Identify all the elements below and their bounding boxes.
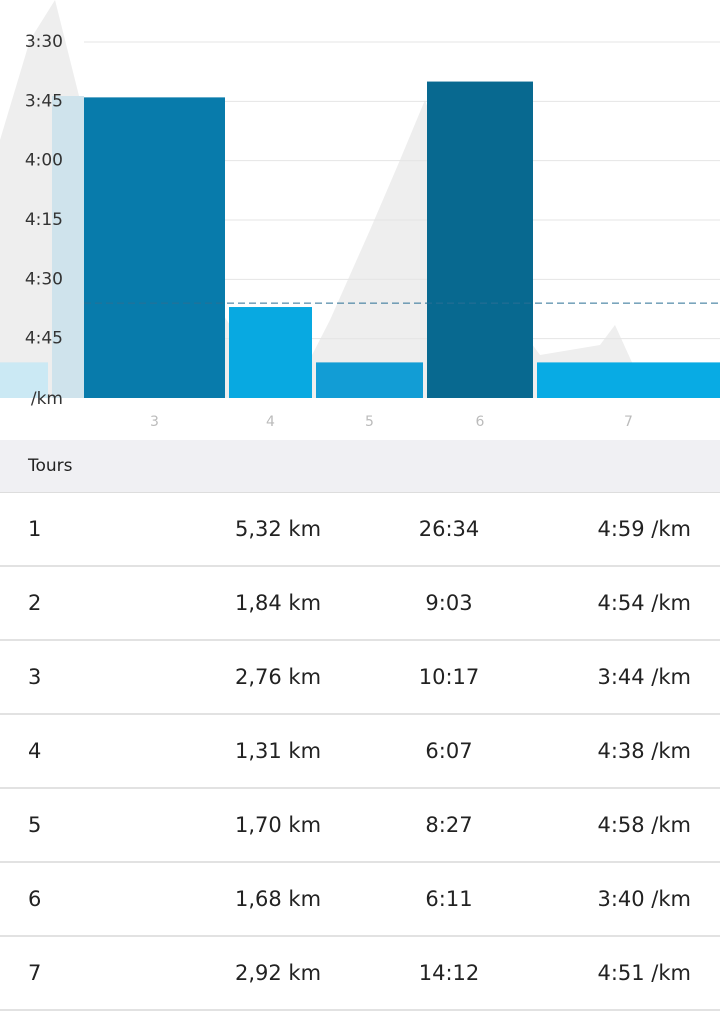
cell: 4 [28,739,42,763]
cell: 1,84 km [234,591,322,615]
y-tick-label: 3:45 [25,91,63,111]
bar [316,362,423,398]
x-tick-label: 4 [266,414,275,430]
y-tick-label: 4:00 [25,151,63,171]
lap-row: 7 2,92 km 14:12 4:51 /km [0,937,720,1011]
cell: 1,68 km [234,887,322,911]
x-tick-label: 5 [365,414,374,430]
cell: 9:03 [425,591,473,615]
cell: 14:12 [418,961,480,985]
cell: 10:17 [418,665,480,689]
cell: 8:27 [425,813,473,837]
cell: 1,31 km [234,739,322,763]
cell: 2,92 km [234,961,322,985]
chart: 3:30 3:45 4:00 4:15 4:30 4:45 /km 3 4 5 6 7 [0,0,720,430]
bar [229,307,312,398]
cell: 2,76 km [234,665,322,689]
y-tick-label: 4:15 [25,210,63,230]
bar [537,362,720,398]
cell: 6:11 [425,887,473,911]
laps-table: Tours 1 5,32 km 26:34 4:59 /km 2 1,84 km 9:03 4… [0,440,720,1011]
cell: 3:44 /km [597,665,691,689]
cell: 26:34 [418,517,480,541]
y-tick-label: 3:30 [25,32,63,52]
cell: 1,70 km [234,813,322,837]
cell: 2 [28,591,42,615]
x-tick-label: 3 [150,414,159,430]
lap-row: 1 5,32 km 26:34 4:59 /km [0,493,720,567]
bars [0,81,720,399]
table-header: Tours [0,440,720,493]
bar [0,362,48,398]
cell: 7 [28,961,42,985]
lap-row: 6 1,68 km 6:11 3:40 /km [0,863,720,937]
bar [84,97,225,398]
cell: 3:40 /km [597,887,691,911]
lap-row: 2 1,84 km 9:03 4:54 /km [0,567,720,641]
cell: 5,32 km [234,517,322,541]
cell: 5 [28,813,42,837]
bar [427,81,533,399]
cell: 4:59 /km [597,517,691,541]
cell: 4:58 /km [597,813,691,837]
lap-row: 3 2,76 km 10:17 3:44 /km [0,641,720,715]
cell: 1 [28,517,42,541]
cell: 4:54 /km [597,591,691,615]
y-tick-label: 4:30 [25,269,63,289]
cell: 4:38 /km [597,739,691,763]
y-tick-label: 4:45 [25,329,63,349]
lap-row: 5 1,70 km 8:27 4:58 /km [0,789,720,863]
y-unit: /km [31,389,63,409]
lap-row: 4 1,31 km 6:07 4:38 /km [0,715,720,789]
x-tick-label: 6 [476,414,485,430]
cell: 6 [28,887,42,911]
x-tick-label: 7 [624,414,633,430]
scroll-highlight [52,96,84,398]
cell: 4:51 /km [597,961,691,985]
cell: 3 [28,665,42,689]
cell: 6:07 [425,739,473,763]
table-rows: 1 5,32 km 26:34 4:59 /km 2 1,84 km 9:03 4:54 /k… [0,493,720,1011]
